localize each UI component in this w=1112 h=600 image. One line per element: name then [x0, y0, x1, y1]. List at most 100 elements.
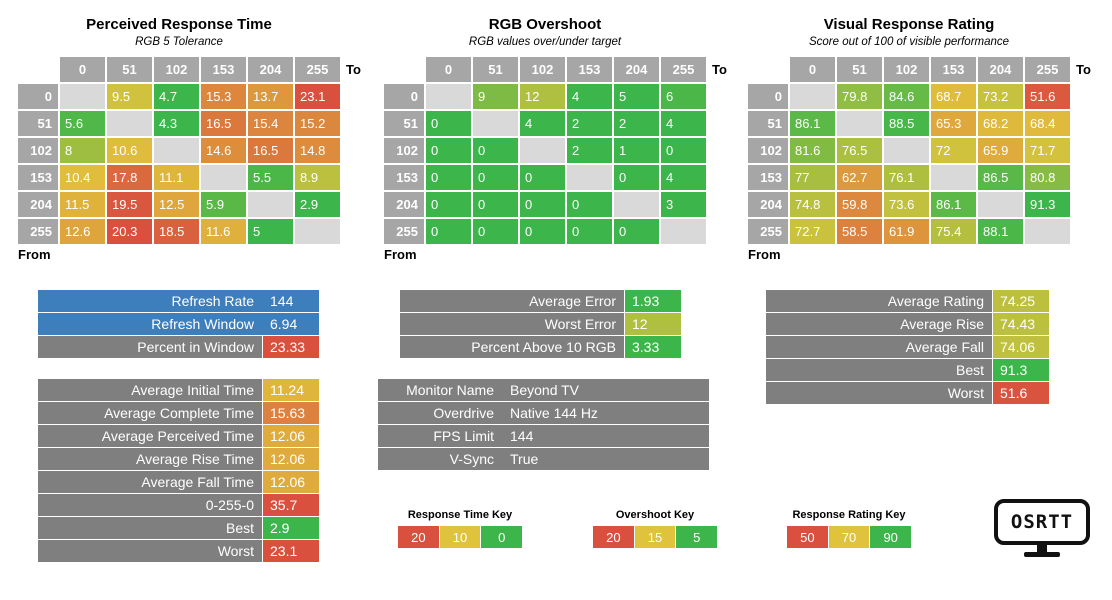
column-header: 51 [107, 57, 152, 82]
heatmap-value-cell: 0 [567, 192, 612, 217]
diagonal-empty-cell [837, 111, 882, 136]
heatmap-value-cell: 62.7 [837, 165, 882, 190]
column-header: 51 [473, 57, 518, 82]
stat-row: Refresh Rate 144 [38, 290, 319, 312]
stat-row: Worst 23.1 [38, 540, 319, 562]
corner-cell [18, 57, 58, 82]
row-header: 51 [384, 111, 424, 136]
diagonal-empty-cell [473, 111, 518, 136]
column-header: 102 [520, 57, 565, 82]
heatmap-value-cell: 23.1 [295, 84, 340, 109]
heatmap-value-cell: 11.5 [60, 192, 105, 217]
osrtt-logo: OSRTT [994, 499, 1090, 557]
key-cell: 50 [787, 526, 828, 548]
heatmap-value-cell: 14.8 [295, 138, 340, 163]
key-cell: 70 [828, 526, 870, 548]
stat-row: V-Sync True [378, 448, 709, 470]
stat-value: 1.93 [625, 290, 681, 312]
heatmap-value-cell: 0 [614, 219, 659, 244]
stat-label: Percent Above 10 RGB [400, 336, 624, 358]
corner-cell [384, 57, 424, 82]
column-header: 204 [614, 57, 659, 82]
heatmap-value-cell: 84.6 [884, 84, 929, 109]
stat-row: Monitor Name Beyond TV [378, 379, 709, 401]
heatmap-value-cell: 88.5 [884, 111, 929, 136]
heatmap-grid: 0 51 102 153 204 255 0 79.8 84.6 68.7 73.2 51.6 51 86… [748, 57, 1070, 244]
row-header: 255 [384, 219, 424, 244]
stat-label: Average Error [400, 290, 624, 312]
stat-label: Average Fall [766, 336, 992, 358]
x-axis-label: To [346, 62, 361, 77]
key-response-time: Response Time Key 20 10 0 [398, 509, 523, 548]
row-header: 0 [18, 84, 58, 109]
heatmap-value-cell: 86.1 [931, 192, 976, 217]
row-header: 255 [748, 219, 788, 244]
column-header: 153 [931, 57, 976, 82]
key-cell: 5 [676, 526, 718, 548]
key-response-rating: Response Rating Key 50 70 90 [787, 509, 912, 548]
diagonal-empty-cell [567, 165, 612, 190]
row-header: 204 [384, 192, 424, 217]
stat-label: Average Rise Time [38, 448, 262, 470]
diagonal-empty-cell [790, 84, 835, 109]
stat-row: Worst 51.6 [766, 382, 1049, 404]
key-title: Response Time Key [407, 509, 513, 521]
stat-row: Percent in Window 23.33 [38, 336, 319, 358]
stat-row: FPS Limit 144 [378, 425, 709, 447]
heatmap-value-cell: 12 [520, 84, 565, 109]
heatmap-value-cell: 68.4 [1025, 111, 1070, 136]
stat-row: Average Fall 74.06 [766, 336, 1049, 358]
heatmap-value-cell: 15.2 [295, 111, 340, 136]
stat-label: Average Perceived Time [38, 425, 262, 447]
heatmap-value-cell: 86.1 [790, 111, 835, 136]
stat-value: 35.7 [263, 494, 319, 516]
heatmap-value-cell: 5.9 [201, 192, 246, 217]
stat-value: 144 [270, 293, 294, 309]
panel-rating-stats: Average Rating 74.25 Average Rise 74.43 Aver… [766, 290, 1049, 404]
column-header: 255 [295, 57, 340, 82]
y-axis-label: From [384, 247, 417, 262]
heatmap-value-cell: 5.5 [248, 165, 293, 190]
table-subtitle: Score out of 100 of visible performance [808, 36, 1010, 48]
stat-value: 12.06 [263, 448, 319, 470]
column-header: 102 [154, 57, 199, 82]
column-header: 204 [978, 57, 1023, 82]
stat-label: Worst Error [400, 313, 624, 335]
stat-label: Refresh Window [151, 316, 254, 332]
panel-monitor-info: Monitor Name Beyond TV Overdrive Native 144… [378, 379, 709, 470]
column-header: 204 [248, 57, 293, 82]
diagonal-empty-cell [426, 84, 471, 109]
stat-row: Average Rise Time 12.06 [38, 448, 319, 470]
row-header: 51 [748, 111, 788, 136]
heatmap-value-cell: 58.5 [837, 219, 882, 244]
heatmap-value-cell: 75.4 [931, 219, 976, 244]
row-header: 204 [748, 192, 788, 217]
column-header: 255 [1025, 57, 1070, 82]
diagonal-empty-cell [60, 84, 105, 109]
row-header: 102 [18, 138, 58, 163]
stat-value: 11.24 [263, 379, 319, 401]
table-subtitle: RGB values over/under target [468, 36, 622, 48]
stat-value: Beyond TV [510, 382, 580, 398]
key-title: Overshoot Key [615, 509, 695, 521]
heatmap-value-cell: 18.5 [154, 219, 199, 244]
logo-text: OSRTT [1010, 511, 1074, 533]
heatmap-value-cell: 80.8 [1025, 165, 1070, 190]
heatmap-value-cell: 11.1 [154, 165, 199, 190]
heatmap-value-cell: 88.1 [978, 219, 1023, 244]
stat-value: True [510, 451, 539, 467]
heatmap-value-cell: 12.5 [154, 192, 199, 217]
heatmap-value-cell: 3 [661, 192, 706, 217]
column-header: 153 [567, 57, 612, 82]
stat-value: Native 144 Hz [510, 405, 598, 421]
heatmap-value-cell: 4 [661, 111, 706, 136]
heatmap-value-cell: 17.8 [107, 165, 152, 190]
diagonal-empty-cell [248, 192, 293, 217]
heatmap-value-cell: 2 [567, 111, 612, 136]
stat-row: Worst Error 12 [400, 313, 681, 335]
heatmap-value-cell: 13.7 [248, 84, 293, 109]
heatmap-value-cell: 4 [661, 165, 706, 190]
y-axis-label: From [748, 247, 781, 262]
heatmap-value-cell: 0 [473, 192, 518, 217]
stat-label: Average Rise [766, 313, 992, 335]
